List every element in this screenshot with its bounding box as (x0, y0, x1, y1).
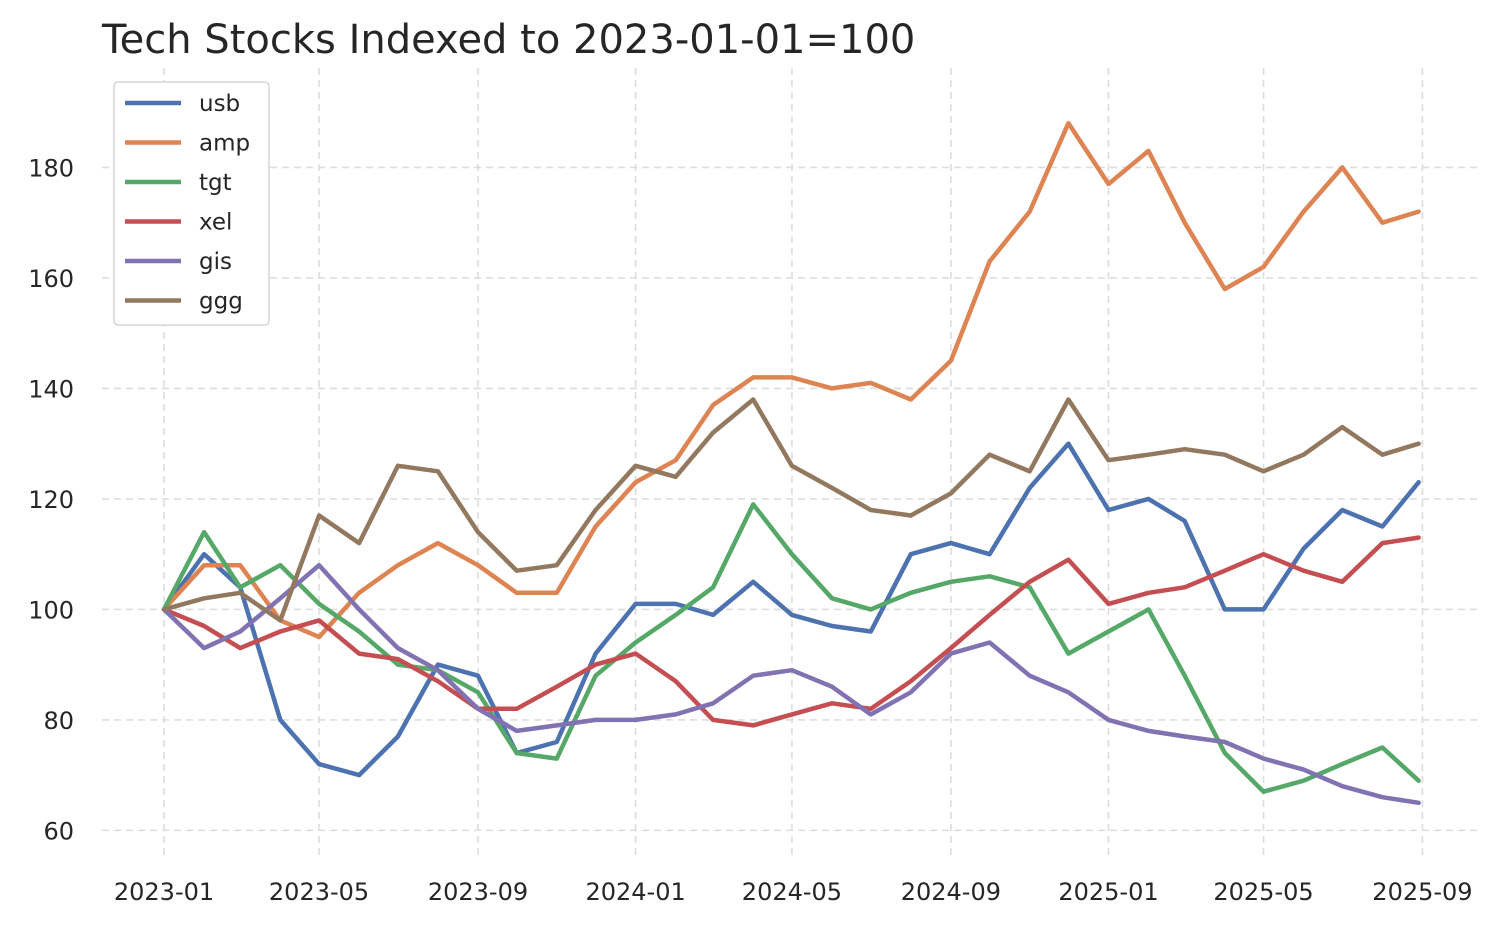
y-tick-label: 80 (43, 707, 74, 735)
x-axis: 2023-01 2023-05 2023-09 2024-01 2024-05 2024-… (114, 878, 1473, 906)
x-tick-label: 2024-05 (742, 878, 842, 906)
legend-label-gis: gis (199, 249, 232, 275)
x-tick-label: 2025-01 (1058, 878, 1158, 906)
y-tick-label: 60 (43, 817, 74, 845)
y-tick-label: 140 (28, 375, 74, 403)
x-tick-label: 2023-09 (428, 878, 528, 906)
y-tick-label: 100 (28, 596, 74, 624)
x-tick-label: 2024-09 (901, 878, 1001, 906)
y-tick-label: 180 (28, 154, 74, 182)
legend-label-tgt: tgt (199, 170, 232, 196)
legend-label-usb: usb (199, 91, 240, 117)
x-tick-label: 2025-05 (1213, 878, 1313, 906)
x-tick-label: 2024-01 (585, 878, 685, 906)
x-tick-label: 2023-01 (114, 878, 214, 906)
chart-title: Tech Stocks Indexed to 2023-01-01=100 (101, 17, 915, 63)
y-tick-label: 120 (28, 486, 74, 514)
y-axis: 60 80 100 120 140 160 180 (28, 154, 74, 845)
legend-label-ggg: ggg (199, 289, 243, 315)
x-tick-label: 2023-05 (269, 878, 369, 906)
legend-label-xel: xel (199, 210, 232, 236)
legend: usb amp tgt xel gis ggg (114, 82, 269, 325)
legend-label-amp: amp (199, 131, 250, 157)
x-tick-label: 2025-09 (1372, 878, 1472, 906)
legend-box (114, 82, 269, 325)
y-tick-label: 160 (28, 265, 74, 293)
